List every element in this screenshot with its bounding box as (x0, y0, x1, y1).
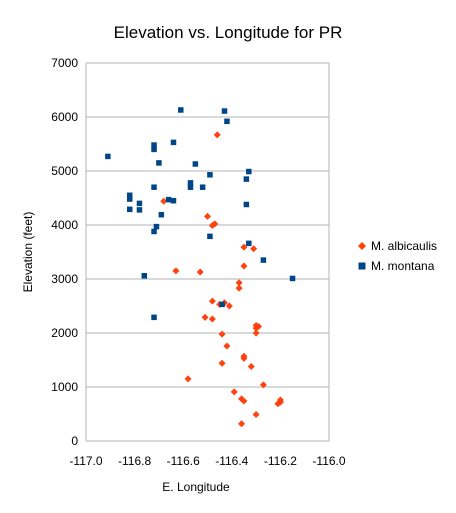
data-point-montana (246, 240, 252, 247)
data-point-montana (289, 275, 296, 282)
data-point-albicaulis (208, 297, 216, 305)
data-point-albicaulis (230, 388, 238, 396)
legend-square-icon (358, 262, 366, 270)
data-point-albicaulis (223, 342, 231, 350)
data-point-albicaulis (247, 362, 255, 370)
plot-area: 0 1000 2000 3000 4000 5000 6000 7000 -117.0 -116… (51, 56, 346, 468)
data-point-montana (153, 223, 160, 230)
data-point-montana (170, 139, 177, 146)
legend-diamond-icon (358, 242, 366, 250)
data-point-montana (126, 206, 133, 213)
legend-label: M. albicaulis (371, 239, 437, 253)
data-point-albicaulis (235, 284, 243, 292)
data-point-albicaulis (240, 243, 248, 251)
data-point-montana (151, 228, 157, 235)
data-point-montana (199, 184, 206, 190)
data-point-montana (151, 142, 157, 148)
data-point-albicaulis (235, 279, 243, 287)
data-point-montana (126, 196, 133, 202)
data-point-montana (136, 200, 143, 207)
data-point-montana (141, 273, 148, 279)
y-tick-label: 3000 (51, 272, 78, 286)
y-tick-label: 4000 (51, 218, 78, 232)
data-point-albicaulis (208, 315, 216, 323)
legend-item-montana: M. montana (358, 259, 435, 273)
y-tick-label: 1000 (51, 380, 78, 394)
legend-item-albicaulis: M. albicaulis (358, 239, 437, 253)
y-tick-label: 7000 (51, 56, 78, 70)
data-points (105, 107, 296, 428)
data-point-montana (151, 314, 157, 321)
data-point-montana (105, 153, 111, 160)
chart-title: Elevation vs. Longitude for PR (114, 23, 343, 42)
y-tick-label: 6000 (51, 110, 78, 124)
legend: M. albicaulis M. montana (358, 239, 437, 273)
x-tick-label: -116.2 (264, 454, 297, 468)
data-point-albicaulis (252, 329, 260, 337)
data-point-montana (187, 184, 194, 190)
data-point-montana (243, 201, 250, 208)
data-point-montana (158, 211, 165, 218)
data-point-albicaulis (240, 354, 248, 362)
data-point-montana (224, 118, 230, 125)
data-point-montana (165, 196, 172, 203)
y-axis-label: Elevation (feet) (21, 212, 35, 293)
y-tick-label: 5000 (51, 164, 78, 178)
data-point-albicaulis (240, 262, 248, 270)
x-axis-label: E. Longitude (162, 480, 230, 494)
data-point-albicaulis (196, 268, 204, 276)
data-point-montana (246, 168, 252, 175)
data-point-albicaulis (225, 302, 233, 310)
data-point-montana (221, 108, 228, 114)
data-point-albicaulis (160, 197, 168, 205)
x-tick-label: -116.0 (312, 454, 345, 468)
data-point-albicaulis (218, 359, 226, 367)
y-tick-label: 2000 (51, 326, 78, 340)
series-albicaulis (160, 131, 284, 428)
data-point-montana (151, 146, 157, 153)
data-point-montana (260, 257, 267, 263)
gridlines (85, 62, 330, 442)
data-point-albicaulis (204, 212, 211, 220)
data-point-montana (151, 184, 157, 190)
data-point-albicaulis (259, 381, 267, 389)
data-point-montana (187, 180, 194, 186)
data-point-albicaulis (218, 330, 226, 338)
y-axis-ticks: 0 1000 2000 3000 4000 5000 6000 7000 (51, 56, 78, 448)
x-tick-label: -117.0 (69, 454, 102, 468)
data-point-albicaulis (274, 400, 282, 408)
data-point-montana (207, 172, 213, 178)
data-point-albicaulis (172, 267, 180, 275)
y-tick-label: 0 (71, 434, 78, 448)
data-point-albicaulis (201, 313, 209, 321)
data-point-albicaulis (250, 245, 258, 253)
x-tick-label: -116.4 (215, 454, 248, 468)
data-point-montana (243, 176, 250, 182)
data-point-albicaulis (252, 324, 260, 332)
data-point-montana (170, 197, 177, 204)
data-point-montana (156, 160, 162, 166)
data-point-albicaulis (208, 222, 216, 230)
data-point-albicaulis (238, 420, 246, 428)
series-montana (105, 107, 296, 321)
data-point-montana (219, 301, 225, 308)
data-point-montana (136, 207, 143, 213)
x-tick-label: -116.8 (118, 454, 151, 468)
data-point-albicaulis (252, 411, 260, 419)
data-point-montana (126, 192, 133, 199)
data-point-albicaulis (213, 131, 221, 139)
data-point-albicaulis (184, 375, 192, 383)
data-point-montana (207, 233, 213, 240)
x-axis-ticks: -117.0 -116.8 -116.6 -116.4 -116.2 -116.0 (69, 454, 345, 468)
data-point-montana (178, 107, 184, 113)
data-point-montana (192, 161, 199, 167)
x-tick-label: -116.6 (167, 454, 200, 468)
legend-label: M. montana (371, 259, 435, 273)
data-point-albicaulis (240, 397, 248, 405)
